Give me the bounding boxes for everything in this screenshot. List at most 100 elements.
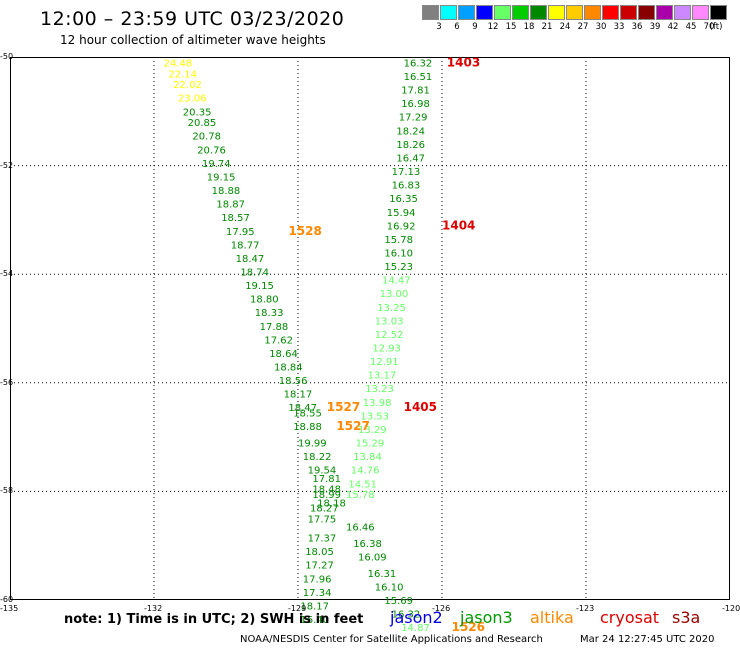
swh-value-label: 22.02 bbox=[173, 80, 202, 91]
scale-swatch bbox=[494, 5, 511, 20]
pass-number-label: 1528 bbox=[288, 224, 321, 238]
swh-value-label: 17.95 bbox=[226, 227, 255, 238]
swh-value-label: 18.77 bbox=[231, 240, 260, 251]
swh-value-label: 16.32 bbox=[404, 58, 433, 69]
swh-value-label: 17.13 bbox=[392, 167, 421, 178]
mission-legend-item: altika bbox=[530, 608, 574, 627]
swh-value-label: 14.87 bbox=[401, 623, 430, 634]
scale-swatch bbox=[530, 5, 547, 20]
swh-value-label: 13.25 bbox=[377, 303, 406, 314]
latitude-tick-label: -54 bbox=[0, 269, 14, 279]
scale-label: 33 bbox=[613, 22, 625, 32]
scale-label: 6 bbox=[454, 22, 460, 32]
swh-value-label: 18.88 bbox=[212, 186, 241, 197]
scale-swatch bbox=[458, 5, 475, 20]
swh-value-label: 18.18 bbox=[317, 498, 346, 509]
swh-value-label: 16.47 bbox=[396, 153, 425, 164]
swh-value-label: 13.00 bbox=[380, 289, 409, 300]
swh-value-label: 13.03 bbox=[375, 316, 404, 327]
mission-legend-item: cryosat bbox=[600, 608, 660, 627]
scale-swatch bbox=[656, 5, 673, 20]
swh-value-label: 18.22 bbox=[303, 452, 332, 463]
swh-value-label: 16.10 bbox=[384, 248, 413, 259]
swh-value-label: 18.17 bbox=[284, 390, 313, 401]
swh-value-label: 13.23 bbox=[365, 384, 394, 395]
swh-value-label: 16.83 bbox=[392, 181, 421, 192]
longitude-tick-label: -129 bbox=[288, 604, 307, 613]
swh-value-label: 14.76 bbox=[351, 466, 380, 477]
swh-value-label: 16.10 bbox=[375, 582, 404, 593]
latitude-tick-label: -52 bbox=[0, 160, 14, 170]
scale-swatch bbox=[566, 5, 583, 20]
units-note: note: 1) Time is in UTC; 2) SWH is in fe… bbox=[64, 612, 364, 627]
swh-value-label: 16.46 bbox=[346, 523, 375, 534]
swh-value-label: 12.52 bbox=[375, 330, 404, 341]
swh-value-label: 17.81 bbox=[312, 474, 341, 485]
map-plot-area bbox=[10, 57, 730, 600]
swh-value-label: 20.35 bbox=[183, 107, 212, 118]
swh-value-label: 18.47 bbox=[236, 254, 265, 265]
swh-value-label: 19.99 bbox=[298, 439, 327, 450]
swh-value-label: 22.14 bbox=[168, 69, 197, 80]
scale-unit: (ft) bbox=[709, 22, 723, 32]
swh-value-label: 18.88 bbox=[293, 422, 322, 433]
scale-label: 15 bbox=[505, 22, 517, 32]
swh-value-label: 20.78 bbox=[192, 132, 221, 143]
scale-swatch bbox=[638, 5, 655, 20]
pass-number-label: 1405 bbox=[404, 400, 437, 414]
longitude-tick-label: -123 bbox=[576, 604, 595, 613]
swh-value-label: 15.94 bbox=[387, 208, 416, 219]
scale-swatch bbox=[674, 5, 691, 20]
swh-value-label: 19.15 bbox=[245, 281, 274, 292]
pass-number-label: 1527 bbox=[327, 400, 360, 414]
swh-value-label: 16.51 bbox=[404, 72, 433, 83]
swh-value-label: 20.85 bbox=[188, 118, 217, 129]
swh-value-label: 17.75 bbox=[308, 515, 337, 526]
swh-value-label: 19.15 bbox=[207, 172, 236, 183]
swh-value-label: 16.09 bbox=[358, 553, 387, 564]
swh-value-label: 17.62 bbox=[264, 335, 293, 346]
swh-value-label: 13.29 bbox=[358, 425, 387, 436]
swh-value-label: 20.76 bbox=[197, 145, 226, 156]
swh-value-label: 15.69 bbox=[384, 596, 413, 607]
swh-value-label: 23.06 bbox=[178, 94, 207, 105]
swh-value-label: 18.64 bbox=[269, 349, 298, 360]
latitude-tick-label: -60 bbox=[0, 595, 14, 604]
swh-value-label: 18.26 bbox=[396, 140, 425, 151]
pass-number-label: 1403 bbox=[447, 55, 480, 69]
swh-value-label: 13.84 bbox=[353, 452, 382, 463]
swh-value-label: 16.32 bbox=[392, 610, 421, 621]
swh-value-label: 17.37 bbox=[308, 534, 337, 545]
scale-label: 30 bbox=[595, 22, 607, 32]
latitude-tick-label: -56 bbox=[0, 377, 14, 387]
swh-value-label: 18.56 bbox=[279, 376, 308, 387]
swh-value-label: 16.38 bbox=[353, 539, 382, 550]
scale-swatch bbox=[602, 5, 619, 20]
longitude-tick-label: -135 bbox=[0, 604, 19, 613]
swh-value-label: 15.78 bbox=[346, 490, 375, 501]
swh-value-label: 16.31 bbox=[368, 569, 397, 580]
swh-value-label: 18.99 bbox=[312, 490, 341, 501]
scale-label: 18 bbox=[523, 22, 535, 32]
scale-label: 27 bbox=[577, 22, 589, 32]
scale-swatch bbox=[422, 5, 439, 20]
swh-value-label: 18.47 bbox=[288, 403, 317, 414]
longitude-tick-label: -126 bbox=[432, 604, 451, 613]
swh-value-label: 16.92 bbox=[387, 221, 416, 232]
pass-number-label: 1526 bbox=[452, 620, 485, 634]
swh-value-label: 17.88 bbox=[260, 322, 289, 333]
swh-value-label: 18.17 bbox=[300, 601, 329, 612]
swh-value-label: 17.96 bbox=[303, 574, 332, 585]
scale-label: 12 bbox=[487, 22, 499, 32]
swh-value-label: 18.57 bbox=[221, 213, 250, 224]
swh-value-label: 16.98 bbox=[401, 99, 430, 110]
longitude-tick-label: -132 bbox=[144, 604, 163, 613]
scale-label: 9 bbox=[472, 22, 478, 32]
scale-label: 24 bbox=[559, 22, 571, 32]
swh-value-label: 18.33 bbox=[255, 308, 284, 319]
mission-legend-item: s3a bbox=[672, 608, 701, 627]
swh-value-label: 18.27 bbox=[310, 504, 339, 515]
scale-label: 70 bbox=[703, 22, 715, 32]
swh-value-label: 17.27 bbox=[305, 561, 334, 572]
